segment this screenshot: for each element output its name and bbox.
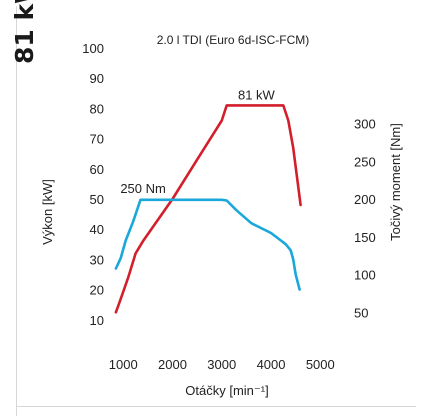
y-right-tick-label: 50 [354,305,368,320]
y-right-tick-label: 150 [354,230,376,245]
x-tick-label: 2000 [158,357,187,372]
x-tick-label: 1000 [109,357,138,372]
left-border-line [16,6,17,416]
annotation-label: 81 kW [238,87,276,102]
y-left-tick-label: 70 [90,132,104,147]
y-left-tick-label: 30 [90,252,104,267]
y-left-tick-label: 40 [90,222,104,237]
bottom-border-line [16,406,416,407]
y-left-tick-label: 90 [90,71,104,86]
annotation-label: 250 Nm [120,181,166,196]
y-left-tick-label: 50 [90,192,104,207]
torque-series-line [114,198,301,291]
y-right-tick-label: 300 [354,117,376,132]
y-left-tick-label: 20 [90,283,104,298]
y-left-axis-label: Výkon [kW] [40,179,55,245]
x-axis-label: Otáčky [min⁻¹] [185,383,268,398]
plot-area [106,38,340,354]
chart-title: 2.0 l TDI (Euro 6d-ISC-FCM) [157,33,309,47]
power-series-line [114,104,302,314]
y-right-tick-label: 200 [354,192,376,207]
x-tick-label: 3000 [207,357,236,372]
y-right-tick-label: 100 [354,268,376,283]
y-left-tick-label: 100 [82,41,104,56]
y-left-tick-label: 80 [90,101,104,116]
y-left-tick-label: 60 [90,162,104,177]
y-right-tick-label: 250 [354,154,376,169]
x-tick-label: 4000 [257,357,286,372]
y-left-tick-label: 10 [90,313,104,328]
y-right-axis-label: Točivý moment [Nm] [388,123,403,241]
x-tick-label: 5000 [306,357,335,372]
